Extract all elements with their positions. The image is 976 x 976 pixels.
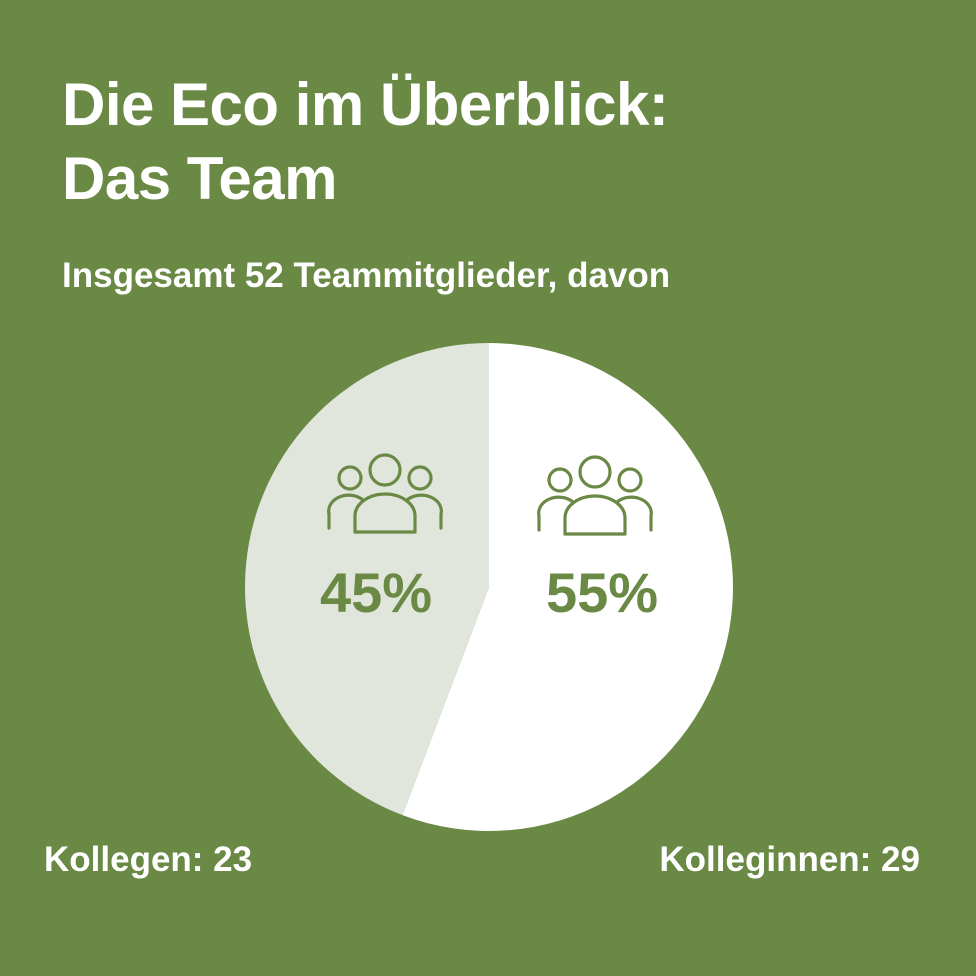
legend-label-kollegen: Kollegen: 23	[44, 840, 253, 879]
legend-label-kolleginnen: Kolleginnen: 29	[659, 840, 920, 879]
percent-label-kolleginnen: 55%	[546, 561, 658, 624]
title-line-2: Das Team	[62, 145, 338, 212]
people-group-icon	[327, 453, 443, 534]
title-line-1: Die Eco im Überblick:	[62, 71, 669, 138]
pie-slices	[245, 343, 734, 832]
subtitle: Insgesamt 52 Teammitglieder, davon	[62, 256, 671, 295]
people-group-icon	[537, 455, 653, 536]
pie-slice-kolleginnen	[402, 343, 734, 832]
page-title: Die Eco im Überblick: Das Team	[62, 68, 942, 216]
pie-slice-kollegen	[245, 343, 489, 816]
percent-label-kollegen: 45%	[320, 561, 432, 624]
